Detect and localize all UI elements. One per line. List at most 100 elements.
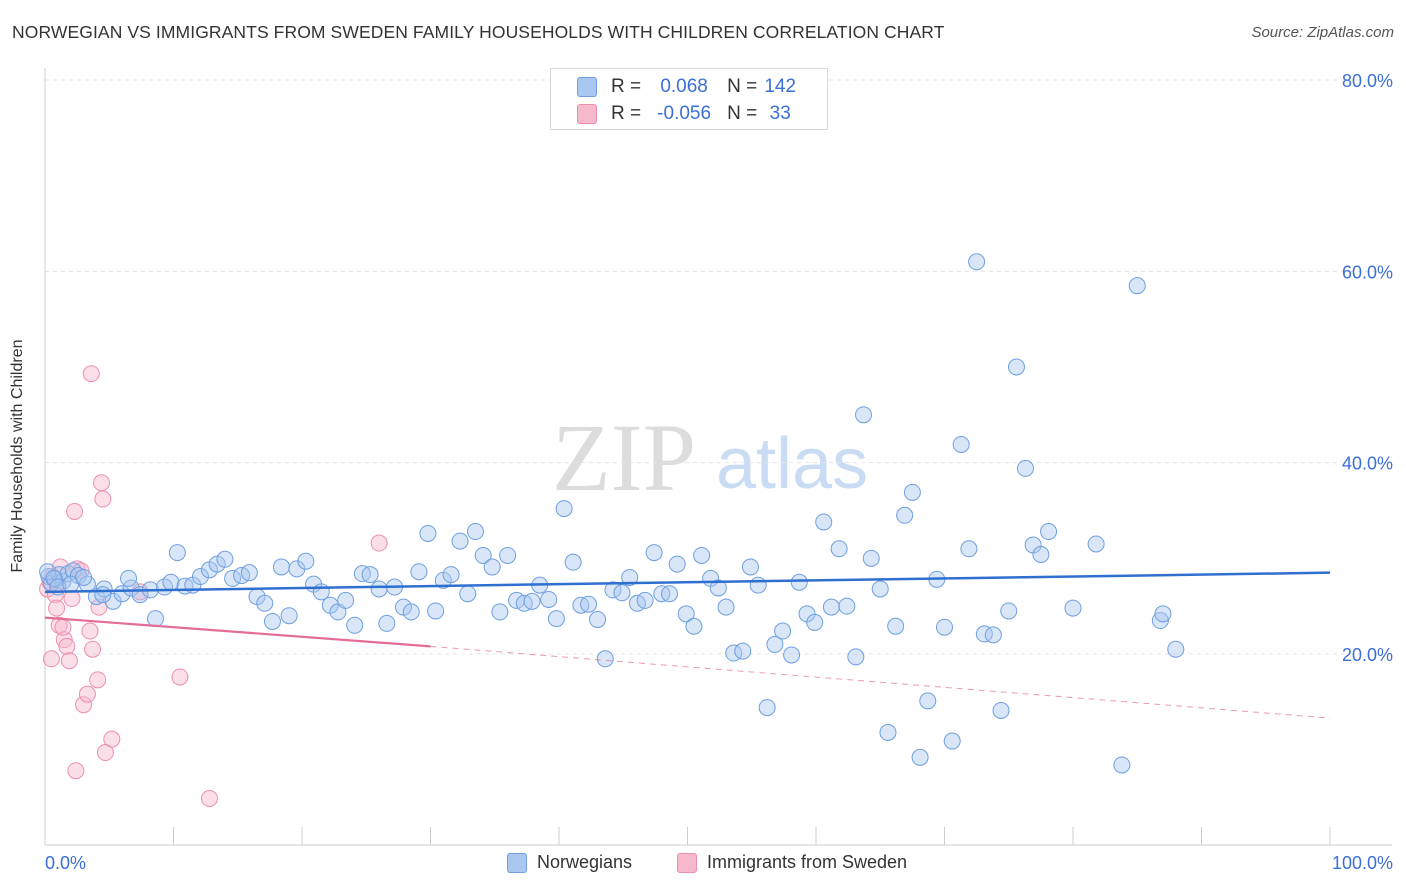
norwegian-point bbox=[272, 558, 290, 576]
norwegian-point bbox=[936, 618, 953, 636]
norwegian-point bbox=[709, 579, 727, 597]
norwegian-point bbox=[766, 635, 784, 653]
norwegian-point bbox=[410, 563, 428, 581]
norwegian-point bbox=[903, 483, 921, 501]
norwegian-point bbox=[378, 614, 396, 632]
bottom-legend: Norwegians Immigrants from Sweden bbox=[0, 852, 1406, 878]
norwegian-point bbox=[806, 613, 824, 631]
norwegian-point bbox=[943, 732, 961, 750]
chart-title: NORWEGIAN VS IMMIGRANTS FROM SWEDEN FAMI… bbox=[12, 22, 945, 42]
norwegian-point bbox=[466, 523, 484, 541]
sweden-point bbox=[75, 696, 93, 714]
norwegian-point bbox=[216, 550, 234, 568]
norwegian-point bbox=[168, 544, 186, 562]
sweden-legend-swatch bbox=[677, 852, 697, 873]
norwegian-trend-line bbox=[44, 571, 1331, 594]
norwegian-point bbox=[815, 513, 833, 531]
norwegian-point bbox=[147, 610, 165, 628]
norwegian-point bbox=[483, 558, 501, 576]
y-tick-label: 20.0% bbox=[1342, 645, 1393, 665]
norwegian-point bbox=[952, 435, 970, 453]
gridlines bbox=[45, 79, 1392, 655]
axes bbox=[44, 68, 1392, 846]
sweden-point bbox=[67, 762, 85, 780]
norwegian-point bbox=[451, 532, 469, 550]
norwegian-point bbox=[774, 622, 792, 640]
norwegian-point bbox=[887, 617, 905, 635]
sweden-swatch bbox=[577, 104, 597, 124]
norwegian-point bbox=[540, 590, 558, 608]
sweden-point bbox=[370, 534, 388, 552]
r-label: R = bbox=[611, 103, 642, 124]
norwegian-point bbox=[64, 562, 82, 580]
norwegians-swatch bbox=[577, 77, 597, 97]
sweden-point bbox=[54, 618, 72, 636]
norwegian-point bbox=[459, 585, 477, 603]
norwegian-point bbox=[1040, 523, 1058, 541]
sweden-point bbox=[89, 671, 107, 689]
norwegian-point bbox=[402, 603, 420, 621]
norwegian-point bbox=[427, 602, 445, 620]
norwegian-point bbox=[361, 566, 379, 584]
norwegian-point bbox=[879, 723, 897, 741]
norwegian-point bbox=[975, 625, 993, 643]
norwegian-points bbox=[39, 253, 1185, 774]
r-value: 0.068 bbox=[660, 76, 708, 97]
n-value: 33 bbox=[769, 103, 791, 124]
sweden-point bbox=[171, 668, 189, 686]
y-tick-label: 60.0% bbox=[1342, 262, 1393, 282]
norwegian-point bbox=[830, 540, 848, 558]
norwegian-point bbox=[596, 650, 614, 668]
norwegian-point bbox=[1113, 756, 1131, 774]
y-tick-label: 40.0% bbox=[1342, 454, 1393, 474]
norwegian-point bbox=[312, 583, 330, 601]
norwegian-point bbox=[984, 626, 1002, 644]
trend-lines bbox=[44, 571, 1331, 719]
norwegian-point bbox=[1064, 599, 1082, 617]
norwegian-point bbox=[122, 579, 140, 597]
norwegian-point bbox=[1154, 605, 1172, 623]
norwegian-point bbox=[758, 699, 776, 717]
sweden-point bbox=[200, 789, 218, 807]
norwegian-point bbox=[896, 506, 914, 524]
norwegian-point bbox=[1128, 277, 1146, 295]
norwegian-point bbox=[1000, 602, 1018, 620]
norwegian-point bbox=[741, 558, 759, 576]
norwegian-point bbox=[668, 555, 686, 573]
sweden-point bbox=[82, 365, 100, 383]
norwegians-legend-swatch bbox=[507, 852, 527, 873]
norwegian-point bbox=[871, 580, 889, 598]
n-label: N = bbox=[727, 103, 758, 124]
r-label: R = bbox=[611, 76, 642, 97]
norwegian-point bbox=[555, 500, 573, 518]
norwegian-point bbox=[491, 603, 509, 621]
norwegian-point bbox=[919, 692, 937, 710]
r-value: -0.056 bbox=[657, 103, 712, 124]
norwegian-point bbox=[1007, 358, 1025, 376]
norwegian-point bbox=[645, 544, 663, 562]
sweden-point bbox=[58, 637, 76, 655]
norwegian-point bbox=[162, 573, 180, 591]
norwegian-point bbox=[790, 573, 808, 591]
sweden-point bbox=[84, 640, 102, 658]
norwegian-point bbox=[1151, 612, 1169, 630]
norwegian-point bbox=[589, 611, 607, 629]
norwegian-point bbox=[120, 569, 138, 587]
sweden-trend-line bbox=[44, 616, 431, 648]
norwegian-point bbox=[1032, 546, 1050, 564]
sweden-point bbox=[81, 622, 99, 640]
sweden-point bbox=[93, 474, 111, 492]
norwegian-point bbox=[960, 540, 978, 558]
sweden-point bbox=[94, 490, 112, 508]
stats-row-norwegians: R = 0.068 N = 142 bbox=[551, 74, 803, 100]
norwegian-point bbox=[280, 607, 298, 625]
norwegian-point bbox=[847, 648, 865, 666]
sweden-point bbox=[78, 685, 96, 703]
y-axis-label: Family Households with Children bbox=[9, 339, 26, 573]
norwegian-point bbox=[256, 594, 274, 612]
norwegian-point bbox=[992, 701, 1010, 719]
watermark-atlas: atlas bbox=[716, 424, 868, 504]
norwegian-point bbox=[685, 617, 703, 635]
norwegian-point bbox=[1087, 535, 1105, 553]
